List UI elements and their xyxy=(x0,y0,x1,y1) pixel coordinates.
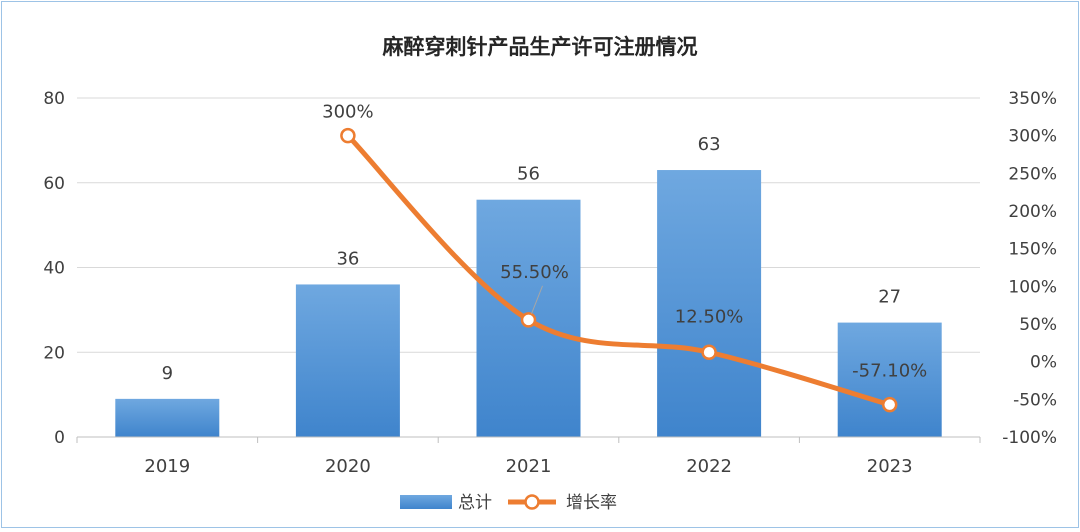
chart-title: 麻醉穿刺针产品生产许可注册情况 xyxy=(382,35,698,59)
growth-value-label: 300% xyxy=(322,102,373,123)
legend: 总计 增长率 xyxy=(400,493,617,513)
x-tick-label: 2022 xyxy=(686,456,732,477)
growth-marker xyxy=(701,344,717,360)
bar-value-label: 27 xyxy=(878,287,901,308)
x-tick-label: 2023 xyxy=(867,456,913,477)
bar-value-label: 9 xyxy=(162,363,173,384)
legend-bar-swatch xyxy=(400,495,452,509)
left-axis: 0 20 40 60 80 xyxy=(43,89,65,448)
right-tick-label: 0% xyxy=(1030,353,1057,373)
x-axis: 2019 2020 2021 2022 2023 xyxy=(76,436,981,477)
left-tick-label: 80 xyxy=(43,89,65,109)
bar-series xyxy=(115,170,942,437)
x-tick-label: 2019 xyxy=(144,456,190,477)
left-tick-label: 0 xyxy=(54,428,65,448)
growth-value-label: 12.50% xyxy=(675,306,744,327)
growth-marker xyxy=(340,127,356,144)
right-axis: -100% -50% 0% 50% 100% 150% 200% 250% 300% 350% xyxy=(1002,89,1057,448)
right-tick-label: -100% xyxy=(1002,428,1057,448)
bar-value-label: 63 xyxy=(698,134,721,155)
x-tick-label: 2020 xyxy=(325,456,371,477)
bar-value-label: 56 xyxy=(517,164,540,185)
growth-value-label: -57.10% xyxy=(852,361,927,382)
left-tick-label: 20 xyxy=(43,343,65,363)
bar xyxy=(115,398,220,437)
right-tick-label: 250% xyxy=(1008,164,1057,184)
legend-line-marker xyxy=(524,494,540,510)
right-tick-label: 50% xyxy=(1019,315,1057,335)
label-leader xyxy=(531,285,543,315)
growth-line xyxy=(345,133,893,408)
growth-marker xyxy=(881,396,898,413)
legend-label-growth: 增长率 xyxy=(566,493,617,513)
right-tick-label: 200% xyxy=(1008,202,1057,222)
bar xyxy=(837,322,942,437)
bar xyxy=(657,170,762,437)
right-tick-label: 300% xyxy=(1008,127,1057,147)
bar-labels: 9 36 56 63 27 xyxy=(162,134,902,384)
bar xyxy=(295,284,400,437)
line-series: 300% 55.50% 12.50% -57.10% xyxy=(322,102,927,413)
right-tick-label: 150% xyxy=(1008,240,1057,260)
right-tick-label: -50% xyxy=(1013,390,1057,410)
x-tick-label: 2021 xyxy=(506,456,552,477)
bar-value-label: 36 xyxy=(336,248,359,269)
right-tick-label: 350% xyxy=(1008,89,1057,109)
left-tick-label: 40 xyxy=(43,259,65,279)
left-tick-label: 60 xyxy=(43,174,65,194)
growth-marker xyxy=(520,312,537,328)
growth-value-label: 55.50% xyxy=(500,262,569,283)
right-tick-label: 100% xyxy=(1008,277,1057,297)
legend-label-total: 总计 xyxy=(458,493,492,513)
